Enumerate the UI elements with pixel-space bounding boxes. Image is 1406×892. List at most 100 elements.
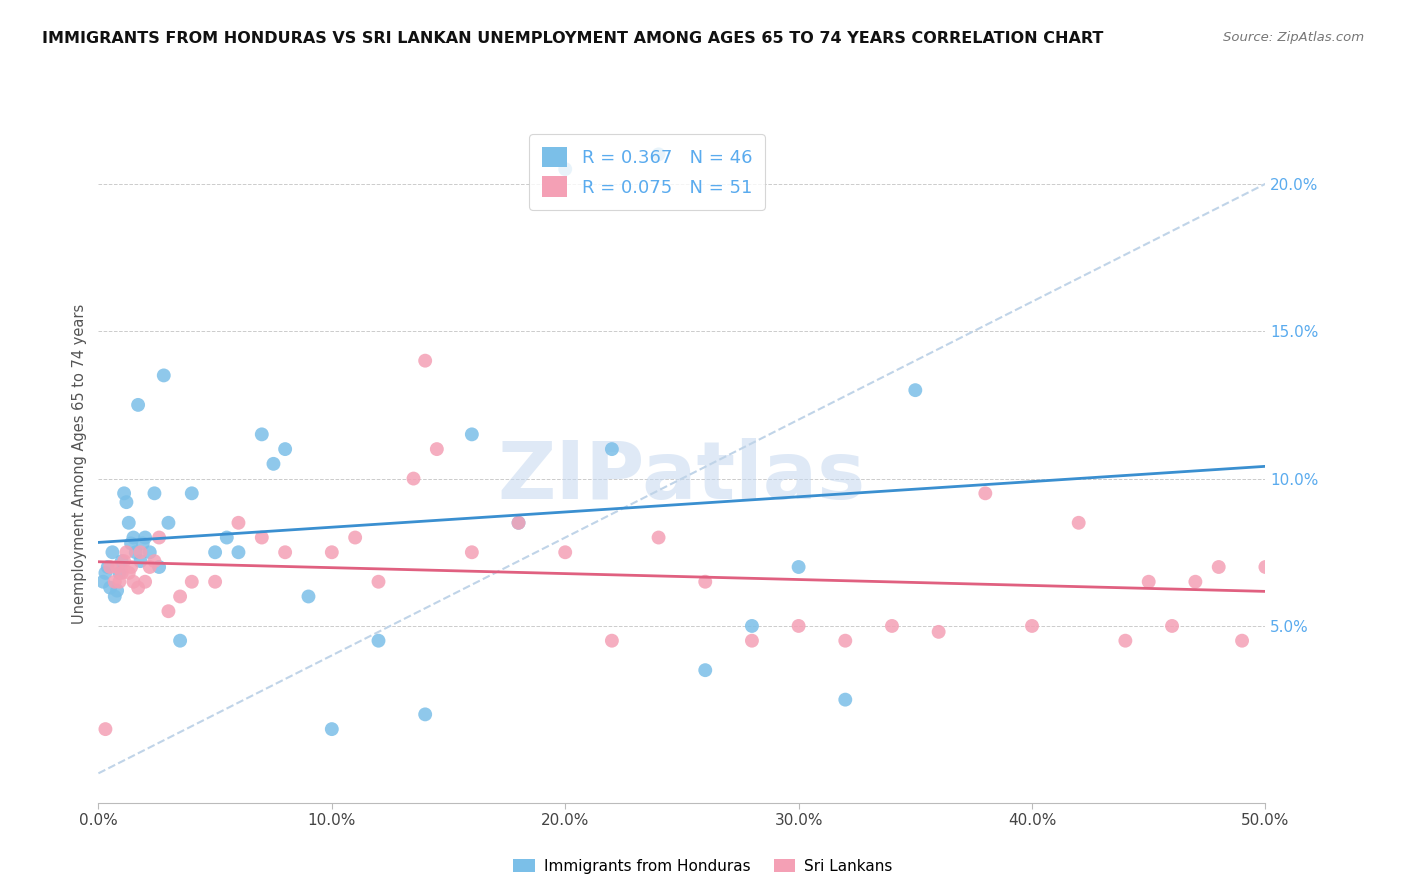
Point bbox=[108, 574, 131, 589]
Point bbox=[321, 722, 343, 736]
Point bbox=[834, 633, 856, 648]
Point bbox=[104, 590, 127, 604]
Point bbox=[695, 663, 717, 677]
Point bbox=[157, 516, 180, 530]
Point bbox=[108, 566, 131, 580]
Point bbox=[132, 536, 155, 550]
Point bbox=[101, 545, 124, 559]
Point bbox=[152, 368, 174, 383]
Point bbox=[508, 516, 530, 530]
Text: IMMIGRANTS FROM HONDURAS VS SRI LANKAN UNEMPLOYMENT AMONG AGES 65 TO 74 YEARS CO: IMMIGRANTS FROM HONDURAS VS SRI LANKAN U… bbox=[42, 31, 1104, 46]
Point bbox=[94, 722, 117, 736]
Point bbox=[274, 442, 297, 456]
Point bbox=[741, 633, 763, 648]
Point bbox=[1230, 633, 1253, 648]
Point bbox=[554, 545, 576, 559]
Point bbox=[461, 545, 484, 559]
Point bbox=[105, 583, 128, 598]
Point bbox=[1067, 516, 1090, 530]
Point bbox=[127, 581, 149, 595]
Point bbox=[122, 531, 145, 545]
Point bbox=[148, 531, 170, 545]
Legend: Immigrants from Honduras, Sri Lankans: Immigrants from Honduras, Sri Lankans bbox=[508, 853, 898, 880]
Point bbox=[787, 560, 810, 574]
Point bbox=[695, 574, 717, 589]
Point bbox=[115, 495, 138, 509]
Point bbox=[1254, 560, 1277, 574]
Point bbox=[169, 633, 191, 648]
Point bbox=[180, 574, 202, 589]
Point bbox=[139, 545, 162, 559]
Point bbox=[98, 560, 121, 574]
Point bbox=[928, 624, 950, 639]
Text: Source: ZipAtlas.com: Source: ZipAtlas.com bbox=[1223, 31, 1364, 45]
Point bbox=[139, 560, 162, 574]
Point bbox=[250, 531, 273, 545]
Point bbox=[974, 486, 997, 500]
Point bbox=[413, 707, 436, 722]
Point bbox=[1137, 574, 1160, 589]
Point bbox=[344, 531, 367, 545]
Point bbox=[600, 442, 623, 456]
Point bbox=[97, 560, 120, 574]
Point bbox=[112, 554, 135, 568]
Point bbox=[169, 590, 191, 604]
Point bbox=[104, 574, 127, 589]
Point bbox=[98, 581, 121, 595]
Point bbox=[262, 457, 284, 471]
Point bbox=[122, 574, 145, 589]
Point bbox=[554, 162, 576, 177]
Text: ZIPatlas: ZIPatlas bbox=[498, 438, 866, 516]
Point bbox=[127, 398, 149, 412]
Point bbox=[508, 516, 530, 530]
Point bbox=[274, 545, 297, 559]
Point bbox=[461, 427, 484, 442]
Point bbox=[1021, 619, 1043, 633]
Point bbox=[228, 545, 250, 559]
Point bbox=[94, 566, 117, 580]
Point bbox=[180, 486, 202, 500]
Point bbox=[143, 554, 166, 568]
Point bbox=[904, 383, 927, 397]
Point bbox=[297, 590, 319, 604]
Point bbox=[125, 545, 148, 559]
Point bbox=[120, 560, 142, 574]
Point bbox=[402, 472, 425, 486]
Point bbox=[367, 574, 389, 589]
Point bbox=[157, 604, 180, 618]
Point bbox=[1208, 560, 1230, 574]
Point bbox=[204, 574, 226, 589]
Point bbox=[118, 516, 141, 530]
Point bbox=[115, 545, 138, 559]
Point bbox=[129, 545, 152, 559]
Point bbox=[134, 531, 156, 545]
Point bbox=[112, 486, 135, 500]
Point bbox=[105, 560, 128, 574]
Point bbox=[1114, 633, 1136, 648]
Point bbox=[787, 619, 810, 633]
Point bbox=[834, 692, 856, 706]
Y-axis label: Unemployment Among Ages 65 to 74 years: Unemployment Among Ages 65 to 74 years bbox=[72, 303, 87, 624]
Point bbox=[250, 427, 273, 442]
Point bbox=[111, 554, 134, 568]
Point bbox=[321, 545, 343, 559]
Point bbox=[134, 574, 156, 589]
Point bbox=[91, 574, 114, 589]
Point bbox=[1161, 619, 1184, 633]
Point bbox=[426, 442, 449, 456]
Point bbox=[143, 486, 166, 500]
Point bbox=[118, 566, 141, 580]
Point bbox=[647, 531, 669, 545]
Point bbox=[647, 147, 669, 161]
Point bbox=[129, 554, 152, 568]
Point bbox=[120, 536, 142, 550]
Point bbox=[228, 516, 250, 530]
Point bbox=[215, 531, 238, 545]
Point bbox=[1184, 574, 1206, 589]
Legend: R = 0.367   N = 46, R = 0.075   N = 51: R = 0.367 N = 46, R = 0.075 N = 51 bbox=[529, 134, 765, 210]
Point bbox=[413, 353, 436, 368]
Point bbox=[148, 560, 170, 574]
Point bbox=[600, 633, 623, 648]
Point bbox=[367, 633, 389, 648]
Point bbox=[204, 545, 226, 559]
